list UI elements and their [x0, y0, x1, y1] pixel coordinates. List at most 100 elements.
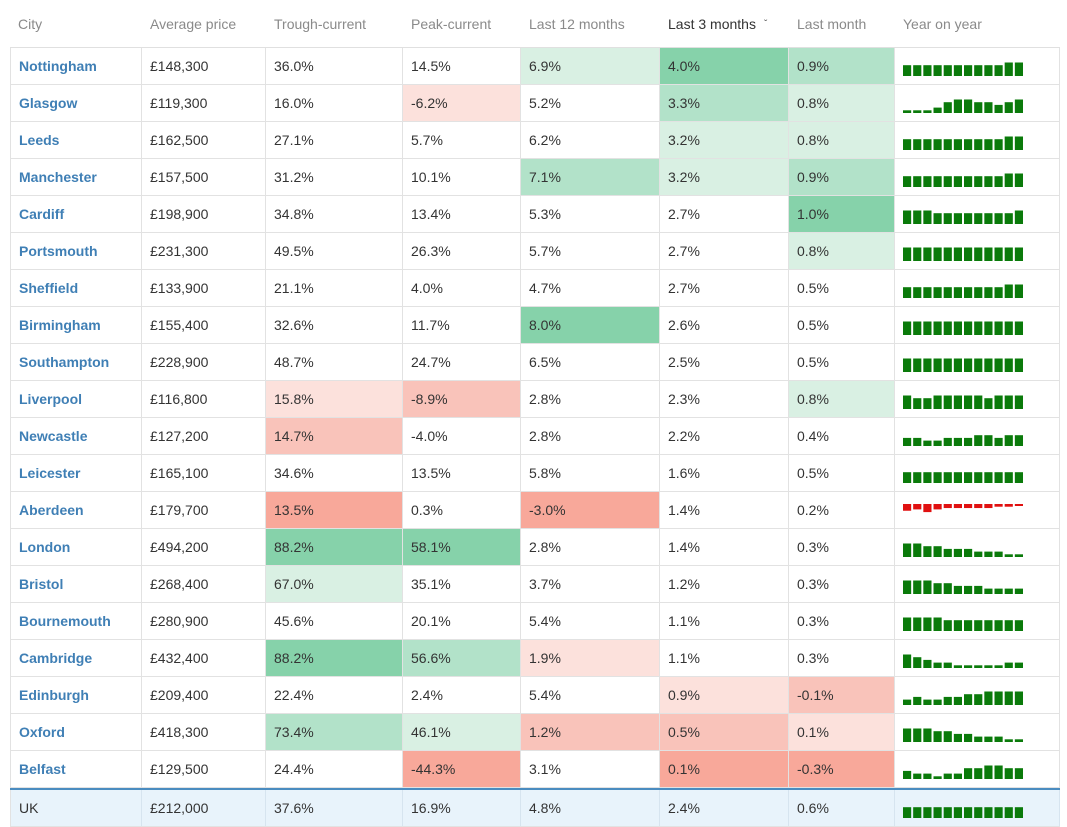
sparkline-bar — [1004, 691, 1013, 705]
uk-summary-row: UK £212,000 37.6% 16.9% 4.8% 2.4% 0.6% — [10, 788, 1060, 827]
header-last-month[interactable]: Last month — [789, 16, 895, 32]
city-cell[interactable]: Aberdeen — [10, 492, 142, 528]
city-link[interactable]: Belfast — [19, 761, 66, 777]
header-last-12-months[interactable]: Last 12 months — [521, 16, 660, 32]
cell-value: 45.6% — [274, 613, 314, 629]
city-link[interactable]: Glasgow — [19, 95, 78, 111]
peak-current-cell: -6.2% — [403, 85, 521, 121]
sparkline-bar — [1004, 662, 1013, 668]
sparkline-bar — [994, 321, 1003, 335]
sparkline-bar — [913, 65, 922, 76]
city-cell[interactable]: Nottingham — [10, 48, 142, 84]
city-link[interactable]: Leeds — [19, 132, 60, 148]
sparkline-bar — [913, 657, 922, 668]
sparkline-bar — [984, 247, 993, 261]
header-city[interactable]: City — [10, 16, 142, 32]
sparkline-bar — [923, 728, 932, 742]
sparkline-bar — [923, 358, 932, 372]
header-trough-current[interactable]: Trough-current — [266, 16, 403, 32]
peak-current-cell: -8.9% — [403, 381, 521, 417]
city-cell[interactable]: Liverpool — [10, 381, 142, 417]
city-cell[interactable]: Leeds — [10, 122, 142, 158]
cell-value: -0.3% — [797, 761, 834, 777]
city-cell[interactable]: Southampton — [10, 344, 142, 380]
city-link[interactable]: Liverpool — [19, 391, 83, 407]
table-row: Bournemouth £280,900 45.6% 20.1% 5.4% 1.1% 0.3… — [10, 603, 1060, 640]
city-link[interactable]: Bournemouth — [19, 613, 111, 629]
city-cell[interactable]: Sheffield — [10, 270, 142, 306]
city-cell[interactable]: Oxford — [10, 714, 142, 750]
city-link[interactable]: Aberdeen — [19, 502, 84, 518]
header-year-on-year[interactable]: Year on year — [895, 16, 1060, 32]
city-cell[interactable]: Manchester — [10, 159, 142, 195]
cell-value: 0.9% — [797, 58, 829, 74]
sparkline-bar — [964, 620, 973, 631]
cell-value: 1.9% — [529, 650, 561, 666]
header-peak-current[interactable]: Peak-current — [403, 16, 521, 32]
cell-value: 46.1% — [411, 724, 451, 740]
sort-chevron-down-icon[interactable]: ˇ — [763, 18, 768, 30]
average-price-cell: £165,100 — [142, 455, 266, 491]
cell-value: 0.8% — [797, 391, 829, 407]
table-row: Belfast £129,500 24.4% -44.3% 3.1% 0.1% -0.3% — [10, 751, 1060, 788]
city-cell[interactable]: Bournemouth — [10, 603, 142, 639]
city-link[interactable]: Nottingham — [19, 58, 97, 74]
city-cell[interactable]: Cambridge — [10, 640, 142, 676]
trough-current-cell: 31.2% — [266, 159, 403, 195]
trough-current-cell: 45.6% — [266, 603, 403, 639]
city-link[interactable]: Cambridge — [19, 650, 93, 666]
city-link[interactable]: Oxford — [19, 724, 65, 740]
city-cell[interactable]: Cardiff — [10, 196, 142, 232]
city-link[interactable]: Newcastle — [19, 428, 88, 444]
cell-value: 34.8% — [274, 206, 314, 222]
peak-current-cell: 4.0% — [403, 270, 521, 306]
city-link[interactable]: Manchester — [19, 169, 97, 185]
header-average-price[interactable]: Average price — [142, 16, 266, 32]
city-link[interactable]: Bristol — [19, 576, 64, 592]
city-link[interactable]: Cardiff — [19, 206, 65, 222]
city-link[interactable]: Edinburgh — [19, 687, 89, 703]
average-price-cell: £162,500 — [142, 122, 266, 158]
cell-value: 0.8% — [797, 132, 829, 148]
sparkline-bar — [1004, 173, 1013, 187]
year-on-year-sparkline — [903, 807, 1023, 818]
sparkline-bar — [964, 548, 973, 557]
city-link[interactable]: Sheffield — [19, 280, 79, 296]
city-cell[interactable]: Portsmouth — [10, 233, 142, 269]
city-cell[interactable]: Newcastle — [10, 418, 142, 454]
cell-value: 35.1% — [411, 576, 451, 592]
cell-value: -8.9% — [411, 391, 448, 407]
sparkline-bar — [923, 287, 932, 298]
year-on-year-cell — [895, 751, 1060, 787]
city-cell[interactable]: Leicester — [10, 455, 142, 491]
city-cell[interactable]: Glasgow — [10, 85, 142, 121]
city-cell[interactable]: Birmingham — [10, 307, 142, 343]
sparkline-bar — [923, 398, 932, 409]
city-cell[interactable]: London — [10, 529, 142, 565]
sparkline-bar — [913, 543, 922, 557]
sparkline-bar — [943, 662, 952, 668]
sparkline-bar — [953, 548, 962, 557]
trough-current-cell: 73.4% — [266, 714, 403, 750]
cell-value: 0.5% — [797, 317, 829, 333]
sparkline-bar — [1004, 395, 1013, 409]
sparkline-bar — [913, 580, 922, 594]
sparkline-bar — [923, 699, 932, 705]
city-cell: UK — [10, 790, 142, 826]
sparkline-bar — [1004, 213, 1013, 224]
city-link[interactable]: Southampton — [19, 354, 110, 370]
city-link[interactable]: London — [19, 539, 71, 555]
year-on-year-cell — [895, 418, 1060, 454]
sparkline-bar — [953, 176, 962, 187]
city-link[interactable]: Leicester — [19, 465, 81, 481]
city-cell[interactable]: Belfast — [10, 751, 142, 787]
cell-value: £116,800 — [150, 391, 208, 407]
city-link[interactable]: Birmingham — [19, 317, 101, 333]
city-cell[interactable]: Edinburgh — [10, 677, 142, 713]
sparkline-bar — [953, 665, 962, 668]
sparkline-bar — [1014, 62, 1023, 76]
city-cell[interactable]: Bristol — [10, 566, 142, 602]
city-link[interactable]: Portsmouth — [19, 243, 98, 259]
header-last-3-months[interactable]: Last 3 months ˇ — [660, 16, 789, 32]
sparkline-bar — [994, 104, 1003, 113]
